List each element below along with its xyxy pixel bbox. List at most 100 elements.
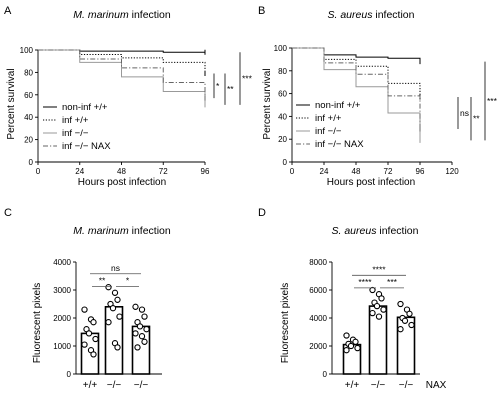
panel-c-significance-label: ns <box>111 263 120 273</box>
panel-d-significance-label: **** <box>358 277 372 287</box>
panel-a-xlabel: Hours post infection <box>78 177 166 188</box>
panel-c-data-point <box>109 305 117 312</box>
panel-c-data-point <box>132 330 139 337</box>
panel-d-data-point <box>401 317 409 324</box>
panel-d-category-label: −/− <box>399 380 414 391</box>
panel-c-data-point <box>90 351 97 358</box>
panel-a-legend-label: inf +/+ <box>62 115 89 126</box>
panel-c-y-tick-label: 3000 <box>53 286 71 295</box>
panel-c-data-point <box>90 319 97 326</box>
panel-b-y-tick-label: 100 <box>274 44 288 53</box>
panel-a-y-tick-label: 100 <box>20 46 34 55</box>
panel-a-x-tick-label: 48 <box>117 167 126 176</box>
panel-d-y-tick-label: 4000 <box>309 314 327 323</box>
panel-a-y-tick-label: 0 <box>29 158 34 167</box>
panel-d-significance-label: *** <box>387 277 398 287</box>
panel-b-legend-label: non-inf +/+ <box>315 100 361 111</box>
panel-letter-d: D <box>258 207 266 219</box>
panel-c-data-point <box>81 306 88 313</box>
panel-a-significance-label: * <box>216 81 220 91</box>
panel-c-data-point <box>85 330 93 337</box>
panel-a-y-tick-label: 40 <box>24 113 33 122</box>
panel-d-ylabel: Fluorescent pixels <box>280 283 291 364</box>
panel-b-x-tick-label: 0 <box>290 167 295 176</box>
panel-c-category-label: −/− <box>134 380 149 391</box>
panel-d-data-point <box>352 338 359 345</box>
panel-c-ylabel: Fluorescent pixels <box>32 283 43 364</box>
panel-b-legend-label: inf −/− <box>315 126 342 137</box>
panel-c-data-point <box>136 323 144 330</box>
panel-c: C M. marinum infection 0 1000 2000 3000 4000… <box>4 207 171 391</box>
panel-c-data-point <box>138 306 146 313</box>
panel-c-significance-label: * <box>126 275 130 285</box>
panel-c-data-point <box>105 284 112 291</box>
panel-a-x-tick-label: 96 <box>201 167 210 176</box>
panel-b: B S. aureus infection 0 24 48 72 96 120 0 20 40 6… <box>258 5 498 188</box>
panel-c-data-point <box>143 326 150 333</box>
panel-c-category-label: +/+ <box>83 380 98 391</box>
panel-a-y-tick-label: 60 <box>24 91 33 100</box>
panel-b-y-tick-label: 80 <box>278 67 287 76</box>
panel-a-ylabel: Percent survival <box>6 68 17 139</box>
panel-letter-c: C <box>4 207 12 219</box>
panel-b-y-tick-label: 60 <box>278 90 287 99</box>
panel-c-data-point <box>134 344 141 351</box>
panel-d-data-point <box>397 300 404 308</box>
panel-b-legend-label: inf −/− NAX <box>315 139 364 150</box>
panel-c-data-point <box>114 296 121 303</box>
panel-d-nax-label: NAX <box>426 380 447 391</box>
panel-d-data-point <box>354 344 361 352</box>
panel-a-significance-label: ** <box>227 84 234 94</box>
panel-b-title: S. aureus infection <box>328 9 415 21</box>
panel-a-series-line <box>38 49 206 105</box>
panel-d-data-point <box>397 326 404 333</box>
panel-b-significance-label: ns <box>460 108 469 118</box>
panel-a-x-tick-label: 24 <box>75 167 84 176</box>
panel-d-data-point <box>406 310 413 317</box>
panel-a-x-tick-label: 0 <box>36 167 41 176</box>
panel-b-x-tick-label: 24 <box>320 167 329 176</box>
panel-b-significance-label: *** <box>487 96 498 106</box>
panel-c-data-point <box>105 319 112 326</box>
panel-c-y-tick-label: 0 <box>67 370 72 379</box>
panel-d-data-point <box>378 295 385 302</box>
panel-c-data-point <box>141 313 148 320</box>
panel-b-plot: 0 24 48 72 96 120 0 20 40 60 80 100 non-inf +/+ inf +… <box>274 44 498 176</box>
panel-b-x-tick-label: 72 <box>384 167 393 176</box>
panel-a-y-tick-label: 80 <box>24 68 33 77</box>
panel-c-title: M. marinum infection <box>73 225 171 237</box>
panel-d-data-point <box>375 313 383 320</box>
panel-c-data-point <box>92 335 99 343</box>
panel-a: A M. marinum infection 0 24 48 72 96 0 20 40 60 8… <box>4 5 253 188</box>
panel-d-title: S. aureus infection <box>332 225 419 237</box>
panel-a-significance-label: *** <box>242 74 253 84</box>
panel-a-legend-label: inf −/− NAX <box>62 141 111 152</box>
panel-d-data-point <box>408 321 415 329</box>
panel-a-x-tick-label: 72 <box>159 167 168 176</box>
panel-b-series-line <box>292 47 421 129</box>
panel-c-data-point <box>116 313 123 320</box>
panel-d-y-tick-label: 2000 <box>309 342 327 351</box>
panel-d-data-point <box>343 332 350 339</box>
panel-a-series-line <box>38 49 206 74</box>
panel-c-data-point <box>141 338 148 345</box>
panel-d-y-tick-label: 6000 <box>309 286 327 295</box>
panel-b-xlabel: Hours post infection <box>327 177 415 188</box>
panel-c-data-point <box>138 333 146 340</box>
panel-d-data-point <box>369 309 376 317</box>
panel-c-significance-label: ** <box>99 275 106 285</box>
panel-letter-a: A <box>4 5 12 17</box>
panel-a-y-tick-label: 20 <box>24 136 33 145</box>
panel-d-data-point <box>380 306 387 313</box>
panel-d-category-label: −/− <box>371 380 386 391</box>
panel-letter-b: B <box>258 5 265 17</box>
panel-b-y-tick-label: 0 <box>283 158 288 167</box>
panel-c-data-point <box>114 344 121 351</box>
panel-b-legend-label: inf +/+ <box>315 113 342 124</box>
panel-c-data-point <box>111 289 119 296</box>
panel-c-y-tick-label: 2000 <box>53 314 71 323</box>
panel-b-ylabel: Percent survival <box>262 68 273 139</box>
